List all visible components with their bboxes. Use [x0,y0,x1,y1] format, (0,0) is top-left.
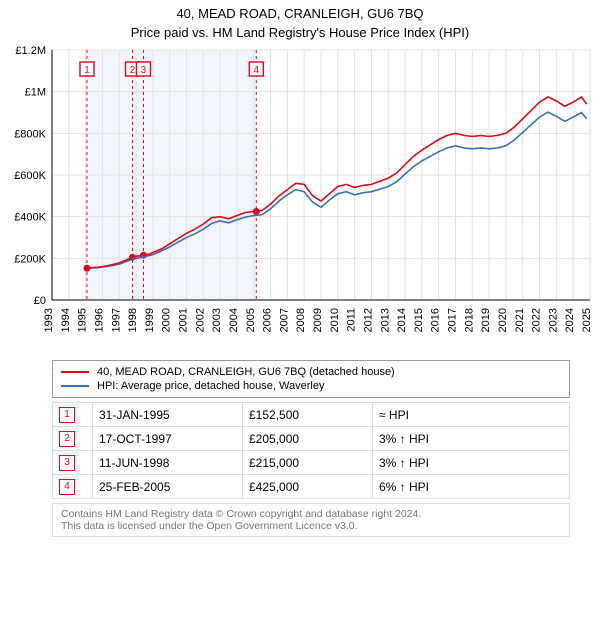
sale-date: 31-JAN-1995 [93,403,243,427]
svg-text:1: 1 [84,65,90,76]
sale-vs-hpi: 3% ↑ HPI [373,427,570,451]
svg-text:3: 3 [141,65,147,76]
sale-price: £215,000 [243,451,373,475]
sale-date: 25-FEB-2005 [93,475,243,499]
svg-text:2016: 2016 [430,308,442,332]
chart-area: £0 £200K £400K £600K £800K £1M £1.2M 1993 1994 19… [0,44,600,354]
svg-text:1997: 1997 [110,308,122,332]
price-chart: £0 £200K £400K £600K £800K £1M £1.2M 1993 1994 19… [0,44,600,354]
svg-text:£400K: £400K [14,212,46,224]
svg-text:2006: 2006 [262,308,274,332]
svg-text:2007: 2007 [278,308,290,332]
table-row: 3 11-JUN-1998£215,0003% ↑ HPI [53,451,570,475]
sale-vs-hpi: ≈ HPI [373,403,570,427]
svg-text:2017: 2017 [447,308,459,332]
attribution-line-2: This data is licensed under the Open Gov… [61,520,561,532]
svg-text:£800K: £800K [14,128,46,140]
svg-text:2021: 2021 [514,308,526,332]
svg-text:2011: 2011 [346,308,358,332]
svg-text:2013: 2013 [379,308,391,332]
legend-label: 40, MEAD ROAD, CRANLEIGH, GU6 7BQ (detac… [97,366,395,378]
legend-label: HPI: Average price, detached house, Wave… [97,380,324,392]
sale-marker-icon: 1 [59,407,75,423]
attribution-line-1: Contains HM Land Registry data © Crown c… [61,508,561,520]
svg-text:1994: 1994 [60,308,72,332]
svg-text:1998: 1998 [127,308,139,332]
svg-text:2025: 2025 [581,308,593,332]
sale-marker-icon: 2 [59,431,75,447]
svg-text:2018: 2018 [463,308,475,332]
svg-text:2: 2 [130,65,136,76]
legend-swatch [61,371,89,373]
svg-text:2014: 2014 [396,308,408,332]
svg-text:1999: 1999 [144,308,156,332]
svg-text:2008: 2008 [295,308,307,332]
svg-text:2022: 2022 [531,308,543,332]
sale-price: £152,500 [243,403,373,427]
legend: 40, MEAD ROAD, CRANLEIGH, GU6 7BQ (detac… [52,360,570,398]
svg-text:2015: 2015 [413,308,425,332]
svg-text:2001: 2001 [178,308,190,332]
svg-text:2000: 2000 [161,308,173,332]
svg-text:2012: 2012 [362,308,374,332]
svg-text:2019: 2019 [480,308,492,332]
table-row: 1 31-JAN-1995£152,500≈ HPI [53,403,570,427]
svg-text:2003: 2003 [211,308,223,332]
svg-text:1995: 1995 [77,308,89,332]
svg-text:2023: 2023 [547,308,559,332]
sale-vs-hpi: 6% ↑ HPI [373,475,570,499]
sale-marker-icon: 3 [59,455,75,471]
chart-subtitle: Price paid vs. HM Land Registry's House … [0,25,600,40]
svg-text:£200K: £200K [14,253,46,265]
legend-item: HPI: Average price, detached house, Wave… [61,379,561,393]
sale-price: £205,000 [243,427,373,451]
svg-text:£600K: £600K [14,170,46,182]
sale-date: 17-OCT-1997 [93,427,243,451]
data-attribution: Contains HM Land Registry data © Crown c… [52,503,570,537]
table-row: 2 17-OCT-1997£205,0003% ↑ HPI [53,427,570,451]
svg-text:£1.2M: £1.2M [15,45,46,57]
svg-text:4: 4 [253,65,259,76]
sale-marker-icon: 4 [59,479,75,495]
svg-text:£0: £0 [34,295,46,307]
svg-text:2010: 2010 [329,308,341,332]
table-row: 4 25-FEB-2005£425,0006% ↑ HPI [53,475,570,499]
svg-text:2004: 2004 [228,308,240,332]
sale-price: £425,000 [243,475,373,499]
sales-table: 1 31-JAN-1995£152,500≈ HPI 2 17-OCT-1997£20… [52,402,570,499]
chart-header: 40, MEAD ROAD, CRANLEIGH, GU6 7BQ Price … [0,0,600,44]
svg-text:2002: 2002 [194,308,206,332]
svg-text:1996: 1996 [93,308,105,332]
svg-text:£1M: £1M [25,87,46,99]
svg-text:2005: 2005 [245,308,257,332]
address-title: 40, MEAD ROAD, CRANLEIGH, GU6 7BQ [0,6,600,21]
svg-text:1993: 1993 [43,308,55,332]
sale-vs-hpi: 3% ↑ HPI [373,451,570,475]
legend-item: 40, MEAD ROAD, CRANLEIGH, GU6 7BQ (detac… [61,365,561,379]
svg-text:2009: 2009 [312,308,324,332]
sale-date: 11-JUN-1998 [93,451,243,475]
chart-container: 40, MEAD ROAD, CRANLEIGH, GU6 7BQ Price … [0,0,600,537]
svg-text:2024: 2024 [564,308,576,332]
legend-swatch [61,385,89,387]
svg-text:2020: 2020 [497,308,509,332]
